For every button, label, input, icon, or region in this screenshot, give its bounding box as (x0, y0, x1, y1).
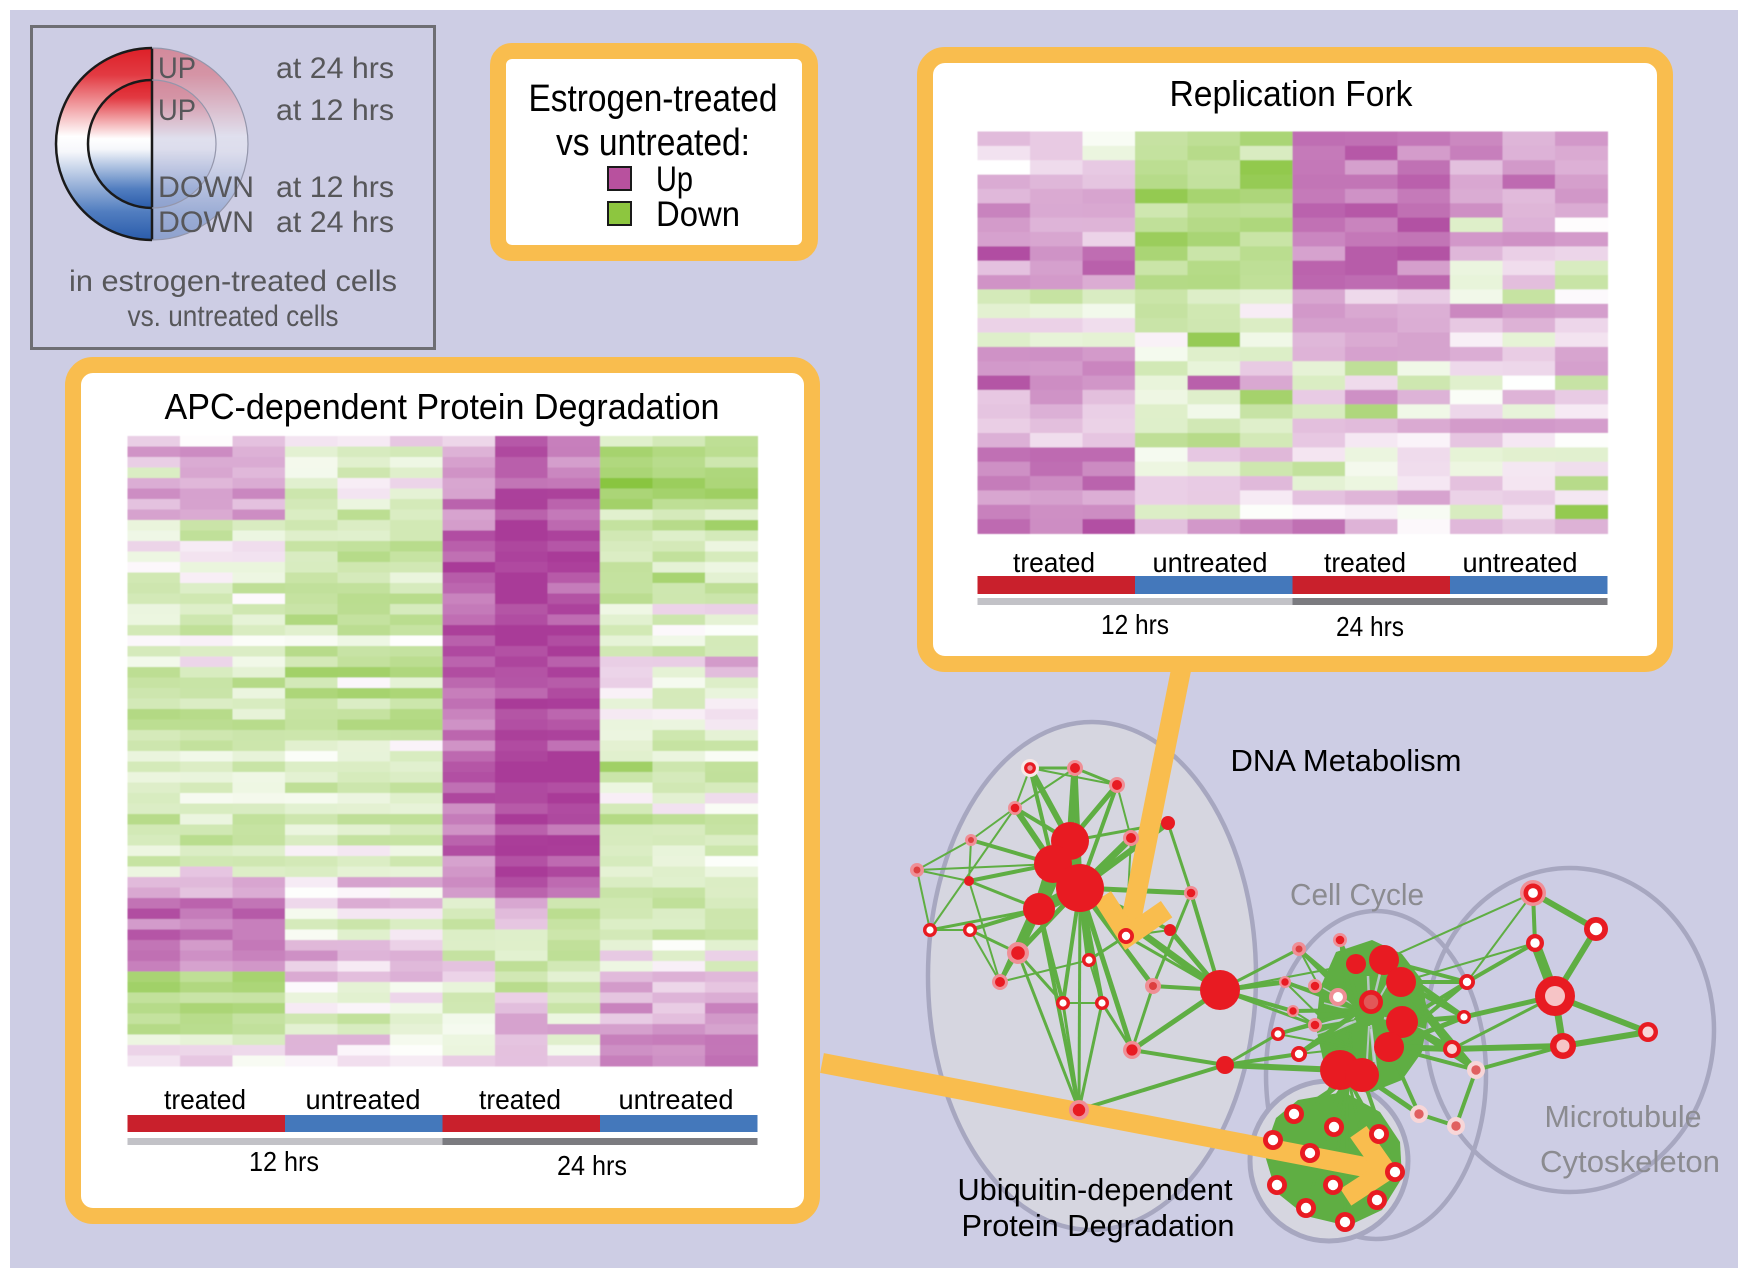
svg-text:Ubiquitin-dependent: Ubiquitin-dependent (958, 1172, 1233, 1207)
svg-text:untreated: untreated (1153, 547, 1268, 578)
svg-text:DNA Metabolism: DNA Metabolism (1231, 743, 1462, 778)
svg-text:APC-dependent Protein Degradat: APC-dependent Protein Degradation (165, 386, 720, 427)
svg-text:at 24 hrs: at 24 hrs (276, 206, 394, 239)
svg-text:treated: treated (1324, 547, 1406, 578)
svg-text:in estrogen-treated cells: in estrogen-treated cells (69, 265, 397, 298)
svg-text:12 hrs: 12 hrs (249, 1146, 319, 1177)
svg-text:at 12 hrs: at 12 hrs (276, 94, 394, 127)
svg-text:Protein Degradation: Protein Degradation (962, 1208, 1235, 1243)
svg-text:DOWN: DOWN (158, 171, 254, 204)
svg-text:treated: treated (164, 1084, 246, 1115)
svg-text:DOWN: DOWN (158, 206, 254, 239)
svg-text:untreated: untreated (306, 1084, 421, 1115)
svg-text:vs untreated:: vs untreated: (556, 122, 750, 164)
svg-text:Cell Cycle: Cell Cycle (1290, 877, 1424, 912)
svg-text:vs. untreated cells: vs. untreated cells (128, 300, 339, 333)
svg-text:UP: UP (158, 52, 196, 85)
svg-text:untreated: untreated (1463, 547, 1578, 578)
svg-text:Estrogen-treated: Estrogen-treated (529, 78, 778, 120)
svg-text:treated: treated (479, 1084, 561, 1115)
svg-text:Down: Down (656, 195, 740, 234)
svg-text:Cytoskeleton: Cytoskeleton (1540, 1144, 1720, 1179)
svg-text:24 hrs: 24 hrs (557, 1150, 627, 1181)
svg-text:at 12 hrs: at 12 hrs (276, 171, 394, 204)
svg-text:treated: treated (1013, 547, 1095, 578)
svg-text:24 hrs: 24 hrs (1336, 611, 1404, 642)
svg-text:Up: Up (656, 160, 693, 199)
svg-text:12 hrs: 12 hrs (1101, 609, 1169, 640)
svg-text:UP: UP (158, 94, 196, 127)
svg-text:at 24 hrs: at 24 hrs (276, 52, 394, 85)
svg-text:Replication Fork: Replication Fork (1170, 73, 1414, 114)
svg-text:untreated: untreated (619, 1084, 734, 1115)
svg-text:Microtubule: Microtubule (1545, 1099, 1702, 1134)
